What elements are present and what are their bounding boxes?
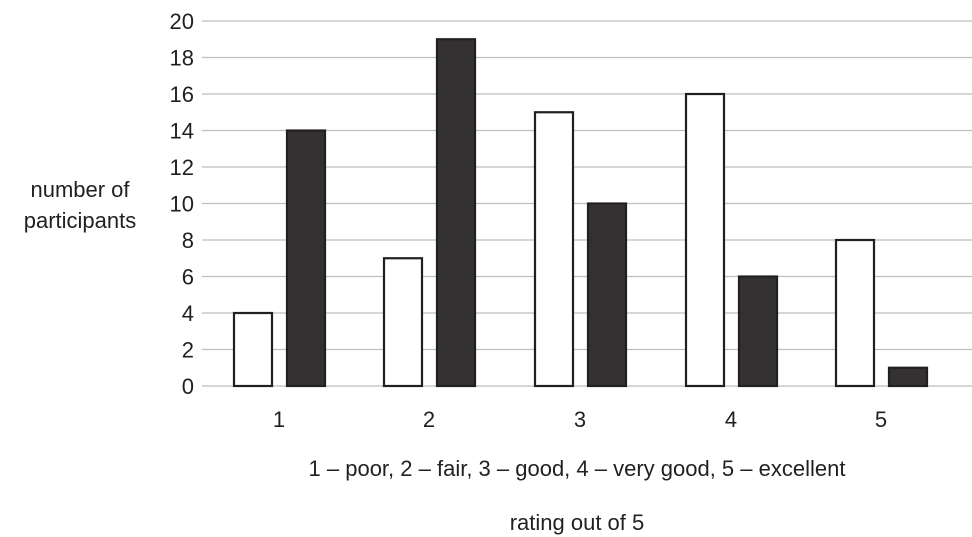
y-tick-label: 10 (170, 192, 194, 217)
x-tick-label: 4 (725, 407, 737, 432)
bar-series-2-rating-2 (435, 38, 477, 388)
x-tick-label: 3 (574, 407, 586, 432)
y-tick-label: 14 (170, 119, 194, 144)
y-tick-label: 4 (182, 301, 194, 326)
bar-series-1-rating-1 (232, 311, 274, 388)
y-tick-label: 12 (170, 155, 194, 180)
y-tick-labels: 0 2 4 6 8 10 12 14 16 18 20 (170, 9, 194, 399)
y-tick-label: 0 (182, 374, 194, 399)
x-axis-label: rating out of 5 (510, 510, 645, 535)
y-axis-label-line-2: participants (24, 208, 137, 233)
bar-series-2-rating-5 (887, 366, 929, 388)
y-tick-label: 6 (182, 265, 194, 290)
bars (232, 38, 929, 388)
y-axis-label-line-1: number of (30, 177, 130, 202)
y-tick-label: 16 (170, 82, 194, 107)
rating-legend-annotation: 1 – poor, 2 – fair, 3 – good, 4 – very g… (309, 456, 846, 481)
y-tick-label: 20 (170, 9, 194, 34)
bar-series-2-rating-4 (737, 275, 779, 388)
y-tick-label: 2 (182, 338, 194, 363)
bar-series-1-rating-3 (533, 111, 575, 388)
bar-series-1-rating-4 (684, 92, 726, 388)
x-tick-labels: 1 2 3 4 5 (273, 407, 887, 432)
bar-series-2-rating-3 (586, 202, 628, 388)
bar-series-1-rating-2 (382, 257, 424, 388)
x-tick-label: 1 (273, 407, 285, 432)
bar-series-1-rating-5 (834, 238, 876, 388)
x-tick-label: 2 (423, 407, 435, 432)
bar-series-2-rating-1 (285, 129, 327, 388)
x-tick-label: 5 (875, 407, 887, 432)
y-tick-label: 8 (182, 228, 194, 253)
y-tick-label: 18 (170, 46, 194, 71)
